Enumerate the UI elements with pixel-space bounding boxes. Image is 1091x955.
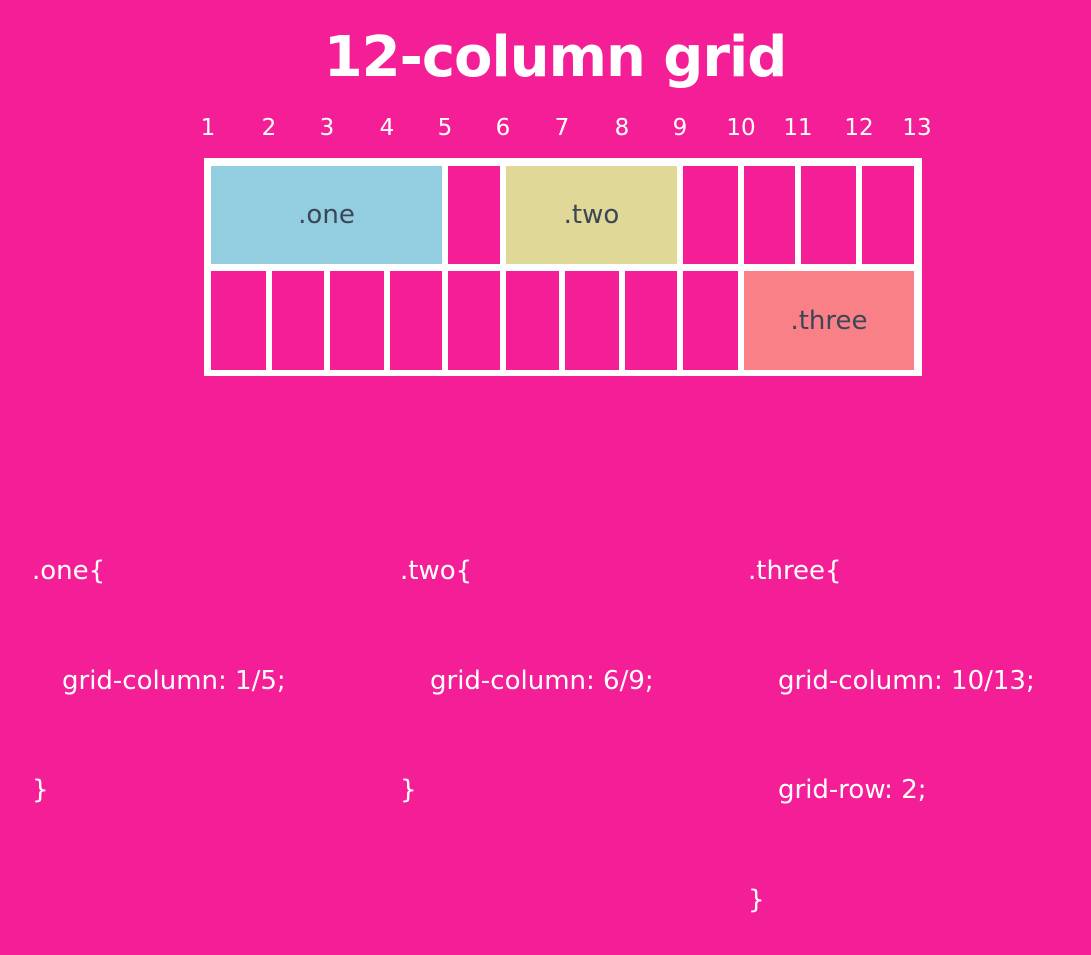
column-number: 11 <box>783 115 813 141</box>
column-number: 8 <box>614 115 630 141</box>
code-selector: .one{ <box>32 556 106 586</box>
grid-cell <box>801 166 856 264</box>
column-number: 5 <box>437 115 453 141</box>
grid-cell <box>211 271 266 370</box>
grid-item-three: .three <box>744 271 914 370</box>
code-close: } <box>400 775 417 805</box>
column-number: 7 <box>554 115 570 141</box>
grid-cell <box>506 271 559 370</box>
grid-cell <box>744 166 795 264</box>
page-title: 12-column grid <box>323 25 788 90</box>
code-line: grid-row: 2; <box>778 775 927 805</box>
grid-cell <box>448 271 500 370</box>
column-number: 2 <box>261 115 277 141</box>
code-block-three: .three{ grid-column: 10/13; grid-row: 2;… <box>748 480 1035 955</box>
grid-cell <box>683 271 738 370</box>
grid-item-two: .two <box>506 166 677 264</box>
grid-cell <box>683 166 738 264</box>
column-number: 4 <box>379 115 395 141</box>
grid-item-one: .one <box>211 166 442 264</box>
grid-diagram: .one .two .three <box>204 158 922 376</box>
code-close: } <box>32 775 49 805</box>
code-selector: .three{ <box>748 556 842 586</box>
column-number: 1 <box>200 115 216 141</box>
code-line: grid-column: 1/5; <box>62 665 286 696</box>
code-block-two: .two{ grid-column: 6/9; } <box>400 480 654 845</box>
code-block-one: .one{ grid-column: 1/5; } <box>32 480 286 845</box>
column-number: 10 <box>726 115 756 141</box>
grid-cell <box>448 166 500 264</box>
column-number: 12 <box>844 115 874 141</box>
column-number: 6 <box>495 115 511 141</box>
grid-cell <box>272 271 324 370</box>
grid-cell <box>330 271 384 370</box>
code-selector: .two{ <box>400 556 473 586</box>
column-number: 13 <box>902 115 932 141</box>
grid-cell <box>565 271 619 370</box>
column-number: 3 <box>319 115 335 141</box>
code-close: } <box>748 884 765 915</box>
grid-cell <box>862 166 914 264</box>
grid-cell <box>625 271 677 370</box>
code-line: grid-column: 10/13; <box>778 665 1035 696</box>
grid-cell <box>390 271 442 370</box>
code-line: grid-column: 6/9; <box>430 665 654 696</box>
column-number: 9 <box>672 115 688 141</box>
